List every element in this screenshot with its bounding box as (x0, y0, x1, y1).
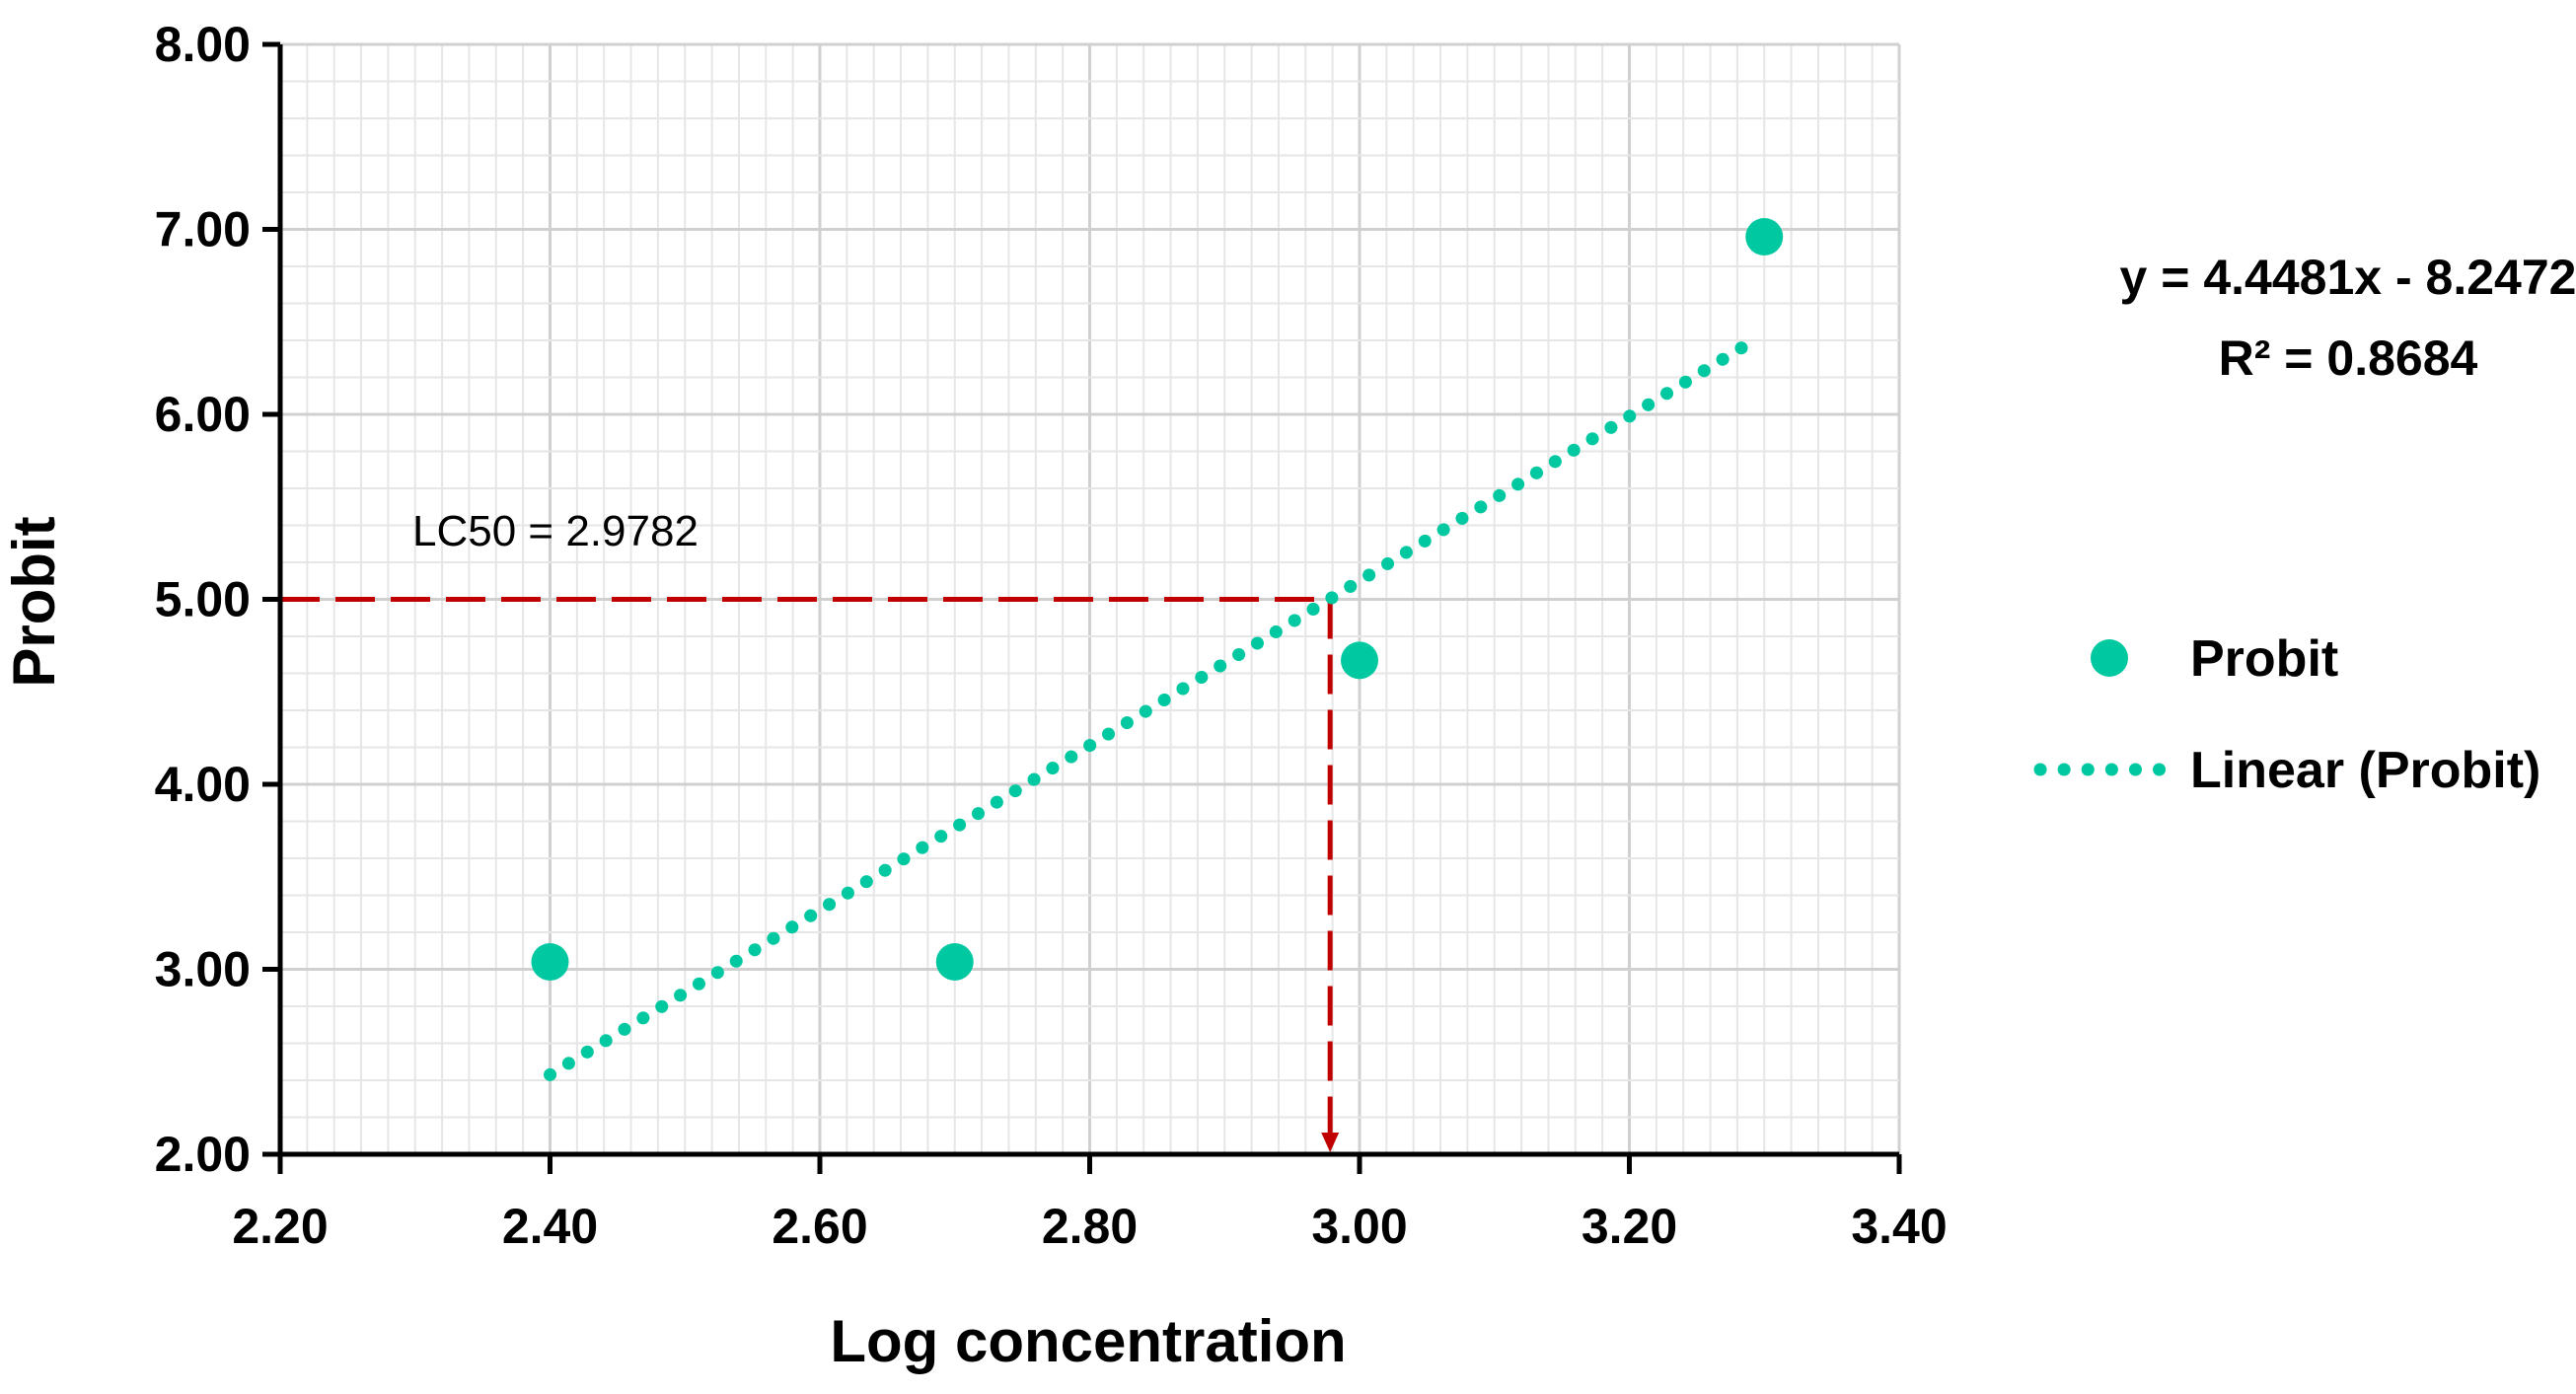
y-tick-label: 8.00 (155, 17, 251, 72)
data-point (1745, 218, 1784, 256)
data-point (1341, 641, 1378, 680)
x-axis-title: Log concentration (830, 1308, 1346, 1374)
y-tick-label: 3.00 (155, 942, 251, 997)
x-tick-label: 2.80 (1042, 1199, 1138, 1254)
y-tick-label: 2.00 (155, 1127, 251, 1182)
trendline (544, 335, 1758, 1081)
data-point (935, 943, 974, 981)
x-tick-label: 3.20 (1582, 1199, 1677, 1254)
x-tick-label: 2.60 (772, 1199, 867, 1254)
reference-arrowhead (1321, 1133, 1340, 1152)
axes-layer: 2.00 3.00 4.00 5.00 6.00 7.00 8.00 2.20 2.40 2.60… (155, 17, 1948, 1254)
x-tick-label: 2.40 (502, 1199, 598, 1254)
y-axis-title: Probit (1, 516, 67, 687)
legend-label-probit: Probit (2190, 630, 2338, 688)
x-tick-label: 3.40 (1851, 1199, 1947, 1254)
data-point (531, 943, 569, 981)
reference-lines (280, 597, 1340, 1152)
x-tick-label: 3.00 (1311, 1199, 1407, 1254)
legend-marker-probit (2091, 639, 2128, 677)
series-layer (531, 218, 1784, 1081)
legend-label-linear: Linear (Probit) (2190, 742, 2540, 799)
x-tick-label: 2.20 (232, 1199, 328, 1254)
y-tick-label: 4.00 (155, 757, 251, 812)
y-tick-label: 7.00 (155, 202, 251, 257)
y-tick-label: 6.00 (155, 387, 251, 442)
r-squared-label: R² = 0.8684 (2219, 330, 2478, 386)
legend: Probit Linear (Probit) (2033, 630, 2540, 799)
y-tick-label: 5.00 (155, 572, 251, 627)
equation-label: y = 4.4481x - 8.2472 (2120, 250, 2576, 305)
grid-layer (278, 42, 1901, 1156)
lc50-annotation: LC50 = 2.9782 (412, 507, 699, 555)
